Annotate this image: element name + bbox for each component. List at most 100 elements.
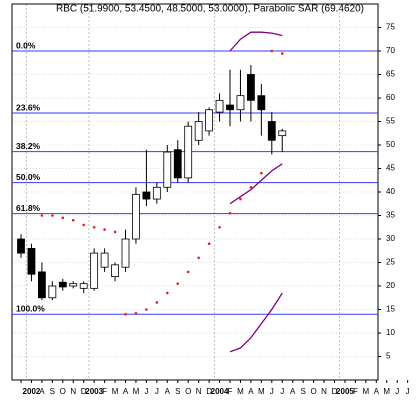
candle-body xyxy=(69,283,78,287)
x-tick-label: J xyxy=(280,387,284,396)
y-tick-label: 70 xyxy=(386,46,395,55)
candle-body xyxy=(246,74,255,101)
sar-dot xyxy=(176,282,180,285)
x-tick-label: A xyxy=(248,387,254,396)
candle-body xyxy=(100,252,109,268)
candle-body xyxy=(163,151,172,188)
x-tick-label: O xyxy=(310,387,316,396)
sar-dot xyxy=(218,225,221,229)
x-tick-label: F xyxy=(353,387,358,396)
fib-label: 100.0% xyxy=(16,303,45,313)
projection-curve xyxy=(229,292,283,353)
x-tick-label: N xyxy=(321,387,327,396)
candle-body xyxy=(226,104,234,111)
y-tick-label: 65 xyxy=(386,70,395,79)
x-tick-label: 2003 xyxy=(85,387,103,396)
x-tick-label: J xyxy=(155,387,159,396)
sar-dot xyxy=(61,216,65,220)
x-tick-label: M xyxy=(258,387,265,396)
sar-dot xyxy=(71,218,75,222)
sar-dot xyxy=(249,186,253,189)
y-tick-label: 50 xyxy=(386,140,395,149)
x-tick-label: M xyxy=(133,387,140,396)
candle-body xyxy=(58,281,67,288)
fib-label: 50.0% xyxy=(16,172,41,182)
x-tick-label: J xyxy=(144,387,148,396)
x-tick-label: M xyxy=(112,387,119,396)
y-tick-label: 20 xyxy=(386,281,395,290)
candle-body xyxy=(194,121,203,141)
sar-dot xyxy=(228,211,232,215)
x-tick-label: M xyxy=(363,387,370,396)
sar-dot xyxy=(270,49,274,53)
x-tick-label: O xyxy=(185,387,191,396)
x-tick-label: F xyxy=(102,387,107,396)
sar-dot xyxy=(239,197,242,201)
y-tick-label: 10 xyxy=(386,328,395,337)
x-tick-label: 2005 xyxy=(336,387,354,396)
x-tick-label: A xyxy=(165,387,171,396)
candle-body xyxy=(184,125,193,179)
x-tick-label: J xyxy=(270,387,274,396)
y-tick-label: 30 xyxy=(386,234,395,243)
x-tick-label: M xyxy=(237,387,244,396)
x-tick-label: 2002 xyxy=(23,387,41,396)
sar-dot xyxy=(145,308,148,311)
fib-label: 0.0% xyxy=(16,40,36,50)
sar-dot xyxy=(155,301,159,304)
x-tick-label: A xyxy=(39,387,45,396)
sar-dot xyxy=(207,242,211,245)
candle-body xyxy=(236,95,245,111)
fib-label: 38.2% xyxy=(16,141,41,151)
y-tick-label: 60 xyxy=(386,93,395,102)
candle-body xyxy=(267,121,276,141)
sar-dot xyxy=(134,311,138,315)
x-tick-label: N xyxy=(196,387,202,396)
y-tick-label: 45 xyxy=(386,164,395,173)
fib-label: 61.8% xyxy=(16,203,41,213)
candle-body xyxy=(278,130,287,137)
fib-label: 23.6% xyxy=(16,102,41,112)
x-tick-label: S xyxy=(300,387,305,396)
candle-body xyxy=(79,283,88,289)
candle-body xyxy=(38,271,46,299)
projection-curve xyxy=(229,31,283,52)
candle-body xyxy=(215,99,224,113)
x-tick-label: J xyxy=(395,387,399,396)
y-tick-label: 15 xyxy=(386,305,395,314)
sar-dot xyxy=(40,214,44,217)
y-tick-label: 35 xyxy=(386,211,395,220)
y-tick-label: 40 xyxy=(386,187,395,196)
sar-dot xyxy=(197,256,200,260)
y-tick-label: 75 xyxy=(386,23,395,32)
x-tick-label: S xyxy=(50,387,55,396)
sar-dot xyxy=(186,270,190,274)
y-tick-label: 5 xyxy=(386,352,391,361)
candle-body xyxy=(152,186,161,200)
candle-body xyxy=(205,109,214,132)
x-tick-label: F xyxy=(228,387,233,396)
x-tick-label: D xyxy=(81,387,87,396)
candle-body xyxy=(121,238,130,268)
candle-body xyxy=(111,264,119,278)
sar-dot xyxy=(103,228,106,231)
sar-dot xyxy=(51,214,54,217)
chart-title: RBC (51.9900, 53.4500, 48.5000, 53.0000)… xyxy=(56,4,364,15)
sar-dot xyxy=(113,230,117,234)
candle-body xyxy=(142,191,151,200)
candle-body xyxy=(132,193,140,240)
candle-body xyxy=(90,252,99,289)
x-tick-label: D xyxy=(332,387,338,396)
x-tick-label: N xyxy=(70,387,76,396)
x-tick-label: A xyxy=(290,387,296,396)
x-tick-label: A xyxy=(123,387,129,396)
x-tick-label: S xyxy=(175,387,180,396)
x-tick-label: A xyxy=(374,387,380,396)
sar-dot xyxy=(82,223,85,227)
sar-dot xyxy=(260,171,263,175)
y-tick-label: 25 xyxy=(386,258,395,267)
x-tick-label: D xyxy=(206,387,212,396)
y-tick-label: 55 xyxy=(386,117,395,126)
